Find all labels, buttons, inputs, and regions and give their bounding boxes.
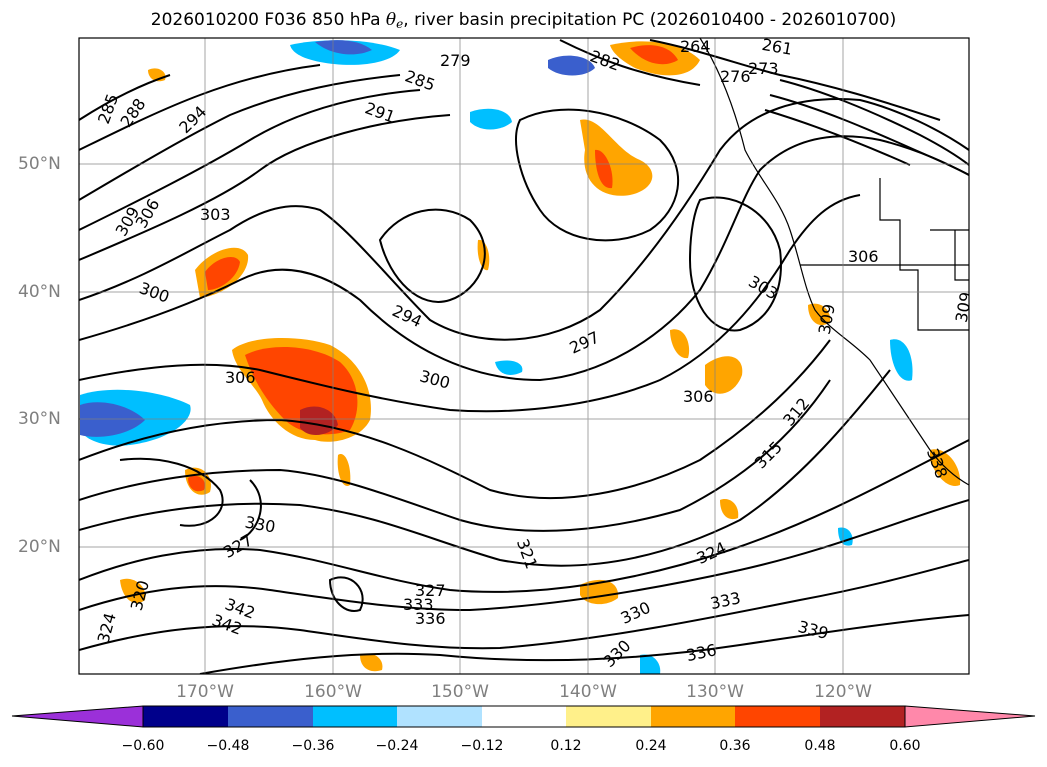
- contour-label: 327: [415, 581, 446, 600]
- contour-label: 264: [680, 37, 711, 56]
- lon-label-150w: 150°W: [431, 682, 489, 702]
- precip-shading: [80, 40, 961, 674]
- colorbar: [11, 705, 1036, 728]
- colorbar-bin: [482, 706, 566, 727]
- colorbar-tick-label: 0.24: [635, 738, 667, 754]
- colorbar-bin: [313, 706, 397, 727]
- lon-label-140w: 140°W: [559, 682, 617, 702]
- colorbar-bin: [651, 706, 735, 727]
- contour-label: 276: [720, 67, 751, 86]
- lat-label-30n: 30°N: [18, 409, 61, 429]
- coastline: [699, 38, 969, 486]
- colorbar-tick-label: 0.60: [889, 738, 921, 754]
- colorbar-bin: [566, 706, 651, 727]
- map-frame: [78, 37, 970, 675]
- lon-label-170w: 170°W: [176, 682, 234, 702]
- contour-label: 261: [760, 35, 793, 59]
- lon-label-160w: 160°W: [304, 682, 362, 702]
- colorbar-bin: [228, 706, 313, 727]
- lat-label-50n: 50°N: [18, 154, 61, 174]
- colorbar-extend-high: [904, 705, 1036, 728]
- colorbar-bin: [820, 706, 905, 727]
- colorbar-tick-label: −0.60: [121, 738, 165, 754]
- colorbar-tick-label: −0.12: [460, 738, 504, 754]
- colorbar-bin: [397, 706, 482, 727]
- theta-e-contours: [79, 39, 969, 674]
- colorbar-tick-label: 0.36: [719, 738, 751, 754]
- colorbar-tick-label: −0.24: [375, 738, 419, 754]
- contour-label: 306: [848, 247, 879, 266]
- lat-label-40n: 40°N: [18, 282, 61, 302]
- contour-label: 273: [748, 59, 779, 78]
- contour-label: 306: [683, 387, 714, 406]
- colorbar-tick-label: −0.48: [206, 738, 250, 754]
- colorbar-tick-label: 0.12: [550, 738, 582, 754]
- contour-label: 309: [952, 291, 976, 324]
- contour-label: 279: [440, 51, 471, 70]
- lon-label-130w: 130°W: [686, 682, 744, 702]
- lat-label-20n: 20°N: [18, 537, 61, 557]
- colorbar-bin: [143, 706, 228, 727]
- contour-label: 336: [415, 609, 446, 628]
- map-gridlines: [79, 38, 969, 674]
- lon-label-120w: 120°W: [814, 682, 872, 702]
- contour-label: 303: [200, 205, 231, 224]
- colorbar-bin: [735, 706, 820, 727]
- contour-label: 333: [403, 595, 434, 614]
- colorbar-extend-low: [11, 705, 144, 728]
- colorbar-tick-label: −0.36: [291, 738, 335, 754]
- map-title: 2026010200 F036 850 hPa θe, river basin …: [150, 10, 897, 31]
- contour-label: 306: [225, 368, 256, 387]
- colorbar-tick-label: 0.48: [804, 738, 836, 754]
